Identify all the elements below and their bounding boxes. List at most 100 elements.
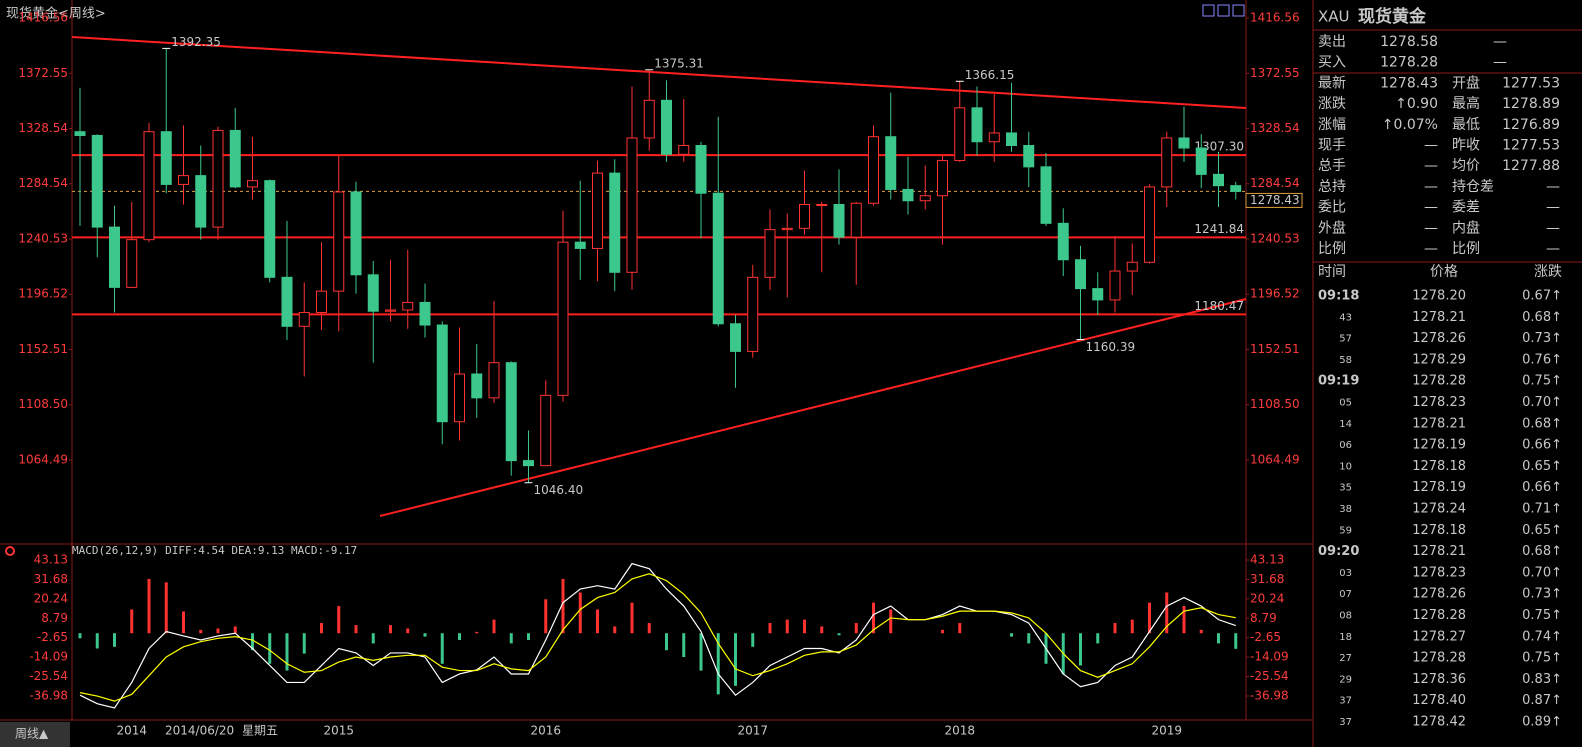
- candle-body: [229, 129, 241, 188]
- window-button[interactable]: [1202, 4, 1215, 17]
- period-label[interactable]: 周线▲: [15, 727, 49, 741]
- quote-cell: —: [1424, 138, 1438, 154]
- quote-cell: ↑0.90: [1395, 96, 1438, 112]
- trade-change: 0.68↑: [1522, 310, 1562, 325]
- y2-tick-label: -25.54: [29, 669, 68, 683]
- trade-change: 0.65↑: [1522, 523, 1562, 538]
- y-tick-label: 1240.53: [18, 231, 68, 245]
- trade-time: 09:18: [1318, 289, 1359, 304]
- y2-tick-label: 31.68: [34, 572, 68, 586]
- candle-body: [488, 362, 500, 399]
- candle-body: [1075, 259, 1086, 290]
- trade-price: 1278.18: [1412, 523, 1466, 538]
- quote-cell: —: [1424, 220, 1438, 236]
- window-button[interactable]: [1217, 4, 1230, 17]
- quote-cell: 1277.53: [1502, 75, 1560, 91]
- trade-time: 10: [1339, 461, 1352, 472]
- y2-tick-label: -36.98: [29, 689, 68, 703]
- window-button[interactable]: [1232, 4, 1245, 17]
- trade-time: 35: [1339, 483, 1352, 494]
- candle-body: [626, 137, 638, 273]
- candle-body: [1230, 185, 1242, 192]
- trade-change: 0.74↑: [1522, 629, 1562, 644]
- candle-body: [1213, 173, 1224, 187]
- candle-body: [471, 373, 483, 399]
- candle-body: [1092, 288, 1104, 301]
- quote-cell: —: [1424, 179, 1438, 195]
- trend-line: [379, 298, 1247, 517]
- trade-price: 1278.40: [1412, 693, 1466, 708]
- candle-body: [885, 136, 897, 190]
- quote-cell: —: [1493, 34, 1507, 50]
- annotation-label: 1366.15: [965, 68, 1015, 82]
- trade-price: 1278.21: [1412, 310, 1466, 325]
- quote-cell: 比例: [1318, 241, 1346, 257]
- candle-body: [730, 323, 741, 352]
- trades-header: 涨跌: [1534, 264, 1562, 280]
- indicator-icon[interactable]: [5, 546, 15, 556]
- quote-cell: 最高: [1452, 95, 1480, 112]
- y-tick-label: 1108.50: [18, 397, 68, 411]
- candle-body: [695, 145, 707, 194]
- trade-price: 1278.21: [1412, 544, 1466, 559]
- current-price-box: [1245, 192, 1303, 208]
- y-tick-label: 1152.51: [1250, 342, 1300, 356]
- quote-cell: 1277.53: [1502, 138, 1560, 154]
- trades-header: 价格: [1430, 264, 1458, 280]
- candle-body: [833, 204, 845, 238]
- candle-body: [195, 175, 207, 228]
- trade-time: 38: [1339, 504, 1352, 515]
- candle-body: [454, 373, 465, 423]
- trade-time: 06: [1339, 440, 1352, 451]
- trade-change: 0.87↑: [1522, 693, 1562, 708]
- y2-tick-label: 43.13: [1250, 553, 1284, 567]
- quote-cell: 比例: [1452, 241, 1480, 257]
- trade-time: 14: [1339, 419, 1352, 430]
- candle-body: [281, 276, 293, 327]
- candle-body: [850, 202, 862, 238]
- trade-price: 1278.24: [1412, 502, 1466, 517]
- candle-body: [661, 99, 672, 155]
- trade-time: 59: [1339, 525, 1352, 536]
- candle-body: [557, 241, 569, 396]
- trade-time: 37: [1339, 717, 1352, 728]
- candle-body: [868, 136, 879, 204]
- candle-body: [799, 204, 810, 229]
- trade-time: 29: [1339, 674, 1352, 685]
- trade-price: 1278.26: [1412, 587, 1466, 602]
- trade-time: 07: [1339, 589, 1352, 600]
- x-tick-label: 2014: [116, 724, 147, 738]
- candle-body: [540, 394, 552, 467]
- period-button[interactable]: [0, 722, 70, 747]
- trade-change: 0.67↑: [1522, 289, 1562, 304]
- candle-body: [143, 131, 155, 241]
- candle-body: [919, 195, 931, 202]
- trades-header: 时间: [1318, 264, 1346, 280]
- quote-cell: 均价: [1452, 158, 1480, 174]
- quote-cell: 委比: [1318, 200, 1346, 216]
- quote-cell: —: [1546, 200, 1560, 216]
- x-tick-label: 2018: [944, 724, 975, 738]
- candle-body: [1144, 186, 1155, 263]
- quote-cell: 现手: [1318, 138, 1346, 154]
- candle-body: [1006, 132, 1017, 147]
- trade-change: 0.65↑: [1522, 459, 1562, 474]
- x-tick-label: 2017: [737, 724, 768, 738]
- chart-layer: 1416.56 1416.56 1372.55 1372.55 1328.54 1328.…: [18, 11, 1562, 738]
- trade-change: 0.71↑: [1522, 502, 1562, 517]
- annotation-label: 1160.39: [1086, 340, 1136, 354]
- quote-cell: 1277.88: [1502, 158, 1560, 174]
- quote-cell: 买入: [1318, 55, 1346, 71]
- x-tick-label: 2016: [530, 724, 561, 738]
- trade-change: 0.75↑: [1522, 608, 1562, 623]
- level-label: 1307.30: [1194, 140, 1244, 154]
- quote-cell: 1278.89: [1502, 96, 1560, 112]
- quote-cell: 开盘: [1452, 74, 1480, 91]
- quote-cell: —: [1424, 200, 1438, 216]
- quote-cell: 外盘: [1318, 219, 1346, 236]
- macd-header: DEA:9.13: [231, 544, 284, 557]
- trade-time: 05: [1339, 398, 1352, 409]
- cursor-weekday: 星期五: [242, 724, 278, 738]
- annotation-label: 1375.31: [654, 56, 704, 70]
- quote-cell: —: [1546, 220, 1560, 236]
